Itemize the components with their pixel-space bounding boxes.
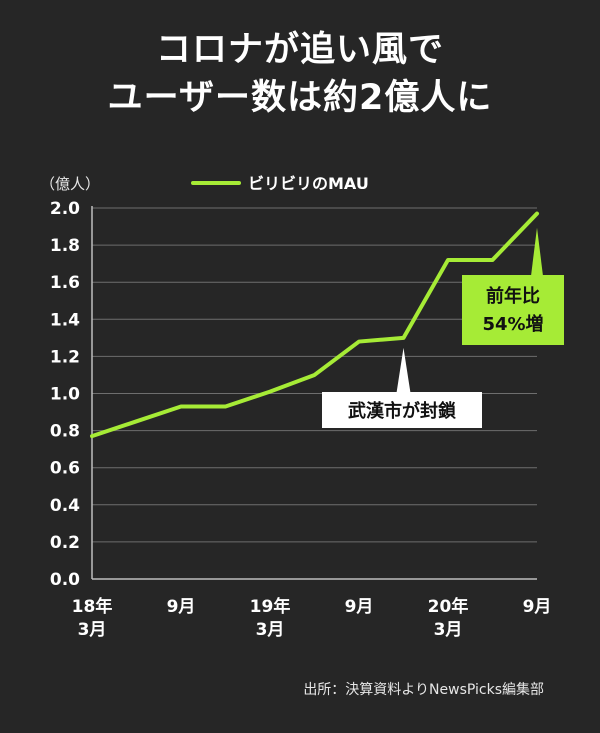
annotation-box	[322, 392, 482, 428]
axes	[91, 206, 537, 580]
legend: ビリビリのMAU	[191, 174, 369, 193]
x-tick-label: 3月	[78, 620, 107, 640]
data-point	[402, 336, 405, 340]
x-tick-label: 18年	[72, 596, 113, 617]
y-tick-label: 1.0	[50, 385, 80, 405]
x-tick-label: 20年	[428, 596, 469, 617]
annotation-text: 前年比	[486, 285, 540, 307]
annotation-pointer	[396, 347, 411, 393]
series-lines	[90, 211, 539, 439]
y-tick-label: 0.6	[50, 459, 80, 479]
data-point	[491, 258, 494, 262]
x-tick-label: 3月	[434, 620, 463, 640]
annotations: 武漢市が封鎖 前年比 54%増	[322, 227, 564, 428]
data-point	[357, 340, 361, 344]
y-tick-label: 1.4	[50, 310, 80, 330]
annotation-pointer	[531, 227, 543, 276]
x-tick-label: 9月	[167, 597, 196, 617]
y-tick-label: 1.6	[50, 273, 80, 293]
annotation-text: 54%増	[482, 313, 543, 335]
x-tick-label: 19年	[250, 596, 291, 617]
title-line-2: ユーザー数は約2億人に	[107, 78, 493, 118]
title-line-1: コロナが追い風で	[155, 30, 444, 70]
x-tick-label: 9月	[345, 597, 374, 617]
y-tick-label: 0.8	[50, 422, 80, 442]
y-tick-label: 0.0	[50, 570, 80, 590]
y-tick-label: 2.0	[50, 199, 80, 219]
x-tick-label: 3月	[256, 620, 285, 640]
annotation-box	[462, 275, 564, 345]
data-point	[535, 212, 539, 216]
legend-label: ビリビリのMAU	[248, 174, 369, 193]
y-tick-label: 0.2	[50, 533, 80, 553]
y-axis-label: （億人）	[40, 175, 100, 193]
source-note: 出所：決算資料よりNewsPicks編集部	[303, 682, 544, 698]
chart-title: コロナが追い風で ユーザー数は約2億人に	[0, 26, 600, 122]
annotation-text: 武漢市が封鎖	[348, 400, 457, 422]
data-point	[268, 390, 272, 394]
y-tick-label: 0.4	[50, 496, 80, 516]
data-point	[179, 404, 183, 408]
data-point	[90, 434, 94, 438]
y-tick-label: 1.8	[50, 236, 80, 256]
data-point	[446, 258, 450, 262]
y-tick-labels: 0.0 0.2 0.4 0.6 0.8 1.0 1.2 1.4 1.6 1.8 2.0	[50, 199, 80, 590]
data-point	[224, 404, 227, 408]
x-tick-labels: 18年 3月 9月 19年 3月 9月 20年 3月 9月	[72, 596, 552, 640]
x-tick-label: 9月	[523, 597, 552, 617]
data-point	[135, 419, 138, 423]
data-point	[313, 373, 316, 377]
y-tick-label: 1.2	[50, 347, 80, 367]
